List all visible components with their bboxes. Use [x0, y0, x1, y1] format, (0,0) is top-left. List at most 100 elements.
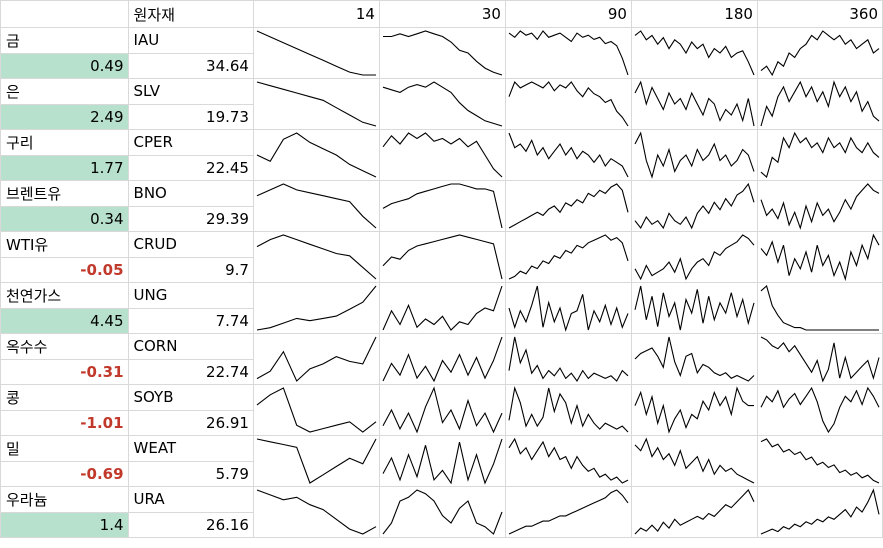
sparkline-90d-cell[interactable] [504, 27, 632, 79]
sparkline-180d-cell[interactable] [630, 333, 758, 385]
sparkline-90d-cell[interactable] [504, 333, 632, 385]
sparkline-14d-cell[interactable] [252, 27, 380, 79]
price-cell[interactable]: 7.74 [127, 307, 254, 334]
commodity-name-cell[interactable]: 콩 [0, 384, 129, 411]
header-period-30[interactable]: 30 [378, 0, 506, 28]
sparkline-30d-cell[interactable] [378, 384, 506, 436]
sparkline-90d-cell[interactable] [504, 486, 632, 538]
commodity-name-cell[interactable]: 밀 [0, 435, 129, 462]
price-cell[interactable]: 26.91 [127, 409, 254, 436]
sparkline-14d-cell[interactable] [252, 435, 380, 487]
sparkline-360d-cell[interactable] [756, 282, 883, 334]
commodity-name-cell[interactable]: 브렌트유 [0, 180, 129, 207]
sparkline-14d-cell[interactable] [252, 486, 380, 538]
change-cell[interactable]: 1.77 [0, 154, 129, 181]
change-cell[interactable]: 1.4 [0, 511, 129, 538]
sparkline-30d-cell[interactable] [378, 231, 506, 283]
header-period-180[interactable]: 180 [630, 0, 758, 28]
sparkline-360d-cell[interactable] [756, 27, 883, 79]
sparkline-30d-cell[interactable] [378, 129, 506, 181]
ticker-cell[interactable]: CPER [127, 129, 254, 156]
sparkline-180d-cell[interactable] [630, 282, 758, 334]
sparkline-path [634, 489, 755, 535]
change-cell[interactable]: 0.34 [0, 205, 129, 232]
sparkline-30d-cell[interactable] [378, 282, 506, 334]
sparkline-14d-cell[interactable] [252, 333, 380, 385]
sparkline-180d-cell[interactable] [630, 384, 758, 436]
ticker-cell[interactable]: UNG [127, 282, 254, 309]
sparkline-90d-cell[interactable] [504, 282, 632, 334]
sparkline-90d-cell[interactable] [504, 231, 632, 283]
sparkline-180d-cell[interactable] [630, 231, 758, 283]
sparkline-30d-cell[interactable] [378, 180, 506, 232]
price-cell[interactable]: 34.64 [127, 52, 254, 79]
price-cell[interactable]: 9.7 [127, 256, 254, 283]
sparkline-180d-cell[interactable] [630, 435, 758, 487]
table-row: 우라늄 URA [0, 486, 883, 538]
ticker-cell[interactable]: WEAT [127, 435, 254, 462]
commodity-name-cell[interactable]: 옥수수 [0, 333, 129, 360]
sparkline-180d-cell[interactable] [630, 27, 758, 79]
ticker-cell[interactable]: IAU [127, 27, 254, 54]
ticker-cell[interactable]: SLV [127, 78, 254, 105]
sparkline-90d-cell[interactable] [504, 78, 632, 130]
sparkline-path [508, 80, 629, 127]
change-cell[interactable]: -0.31 [0, 358, 129, 385]
sparkline-30d-cell[interactable] [378, 333, 506, 385]
change-cell[interactable]: 0.49 [0, 52, 129, 79]
ticker-cell[interactable]: SOYB [127, 384, 254, 411]
price-cell[interactable]: 29.39 [127, 205, 254, 232]
sparkline-90d-cell[interactable] [504, 180, 632, 232]
sparkline-360d-cell[interactable] [756, 129, 883, 181]
sparkline-360d-cell[interactable] [756, 180, 883, 232]
sparkline-14d-cell[interactable] [252, 384, 380, 436]
sparkline-180d-cell[interactable] [630, 78, 758, 130]
price-cell[interactable]: 5.79 [127, 460, 254, 487]
sparkline-30d-cell[interactable] [378, 486, 506, 538]
price-cell[interactable]: 22.45 [127, 154, 254, 181]
change-cell[interactable]: -0.69 [0, 460, 129, 487]
sparkline-360d-cell[interactable] [756, 435, 883, 487]
sparkline-14d-cell[interactable] [252, 180, 380, 232]
sparkline-14d-cell[interactable] [252, 129, 380, 181]
commodity-name-cell[interactable]: 구리 [0, 129, 129, 156]
commodity-name-cell[interactable]: 금 [0, 27, 129, 54]
sparkline-180d-cell[interactable] [630, 129, 758, 181]
sparkline-360d-cell[interactable] [756, 384, 883, 436]
change-cell[interactable]: 2.49 [0, 103, 129, 130]
sparkline-360d-cell[interactable] [756, 486, 883, 538]
price-cell[interactable]: 26.16 [127, 511, 254, 538]
sparkline-90d-cell[interactable] [504, 384, 632, 436]
sparkline-360d-cell[interactable] [756, 231, 883, 283]
commodity-name-cell[interactable]: 은 [0, 78, 129, 105]
header-period-360[interactable]: 360 [756, 0, 883, 28]
commodity-name-cell[interactable]: 천연가스 [0, 282, 129, 309]
ticker-cell[interactable]: CORN [127, 333, 254, 360]
sparkline-30d-cell[interactable] [378, 78, 506, 130]
sparkline-180d-cell[interactable] [630, 486, 758, 538]
change-cell[interactable]: 4.45 [0, 307, 129, 334]
sparkline-30d-cell[interactable] [378, 435, 506, 487]
sparkline-90d-cell[interactable] [504, 129, 632, 181]
change-cell[interactable]: -0.05 [0, 256, 129, 283]
header-title[interactable]: 원자재 [127, 0, 254, 28]
sparkline-14d-cell[interactable] [252, 282, 380, 334]
header-blank-cell[interactable] [0, 0, 129, 28]
sparkline-14d-cell[interactable] [252, 231, 380, 283]
ticker-cell[interactable]: BNO [127, 180, 254, 207]
sparkline-360d-cell[interactable] [756, 333, 883, 385]
ticker-cell[interactable]: URA [127, 486, 254, 513]
sparkline-30d-cell[interactable] [378, 27, 506, 79]
price-cell[interactable]: 22.74 [127, 358, 254, 385]
sparkline-360d-cell[interactable] [756, 78, 883, 130]
commodity-name-cell[interactable]: 우라늄 [0, 486, 129, 513]
header-period-90[interactable]: 90 [504, 0, 632, 28]
sparkline-14d-cell[interactable] [252, 78, 380, 130]
price-cell[interactable]: 19.73 [127, 103, 254, 130]
header-period-14[interactable]: 14 [252, 0, 380, 28]
ticker-cell[interactable]: CRUD [127, 231, 254, 258]
commodity-name-cell[interactable]: WTI유 [0, 231, 129, 258]
change-cell[interactable]: -1.01 [0, 409, 129, 436]
sparkline-180d-cell[interactable] [630, 180, 758, 232]
sparkline-90d-cell[interactable] [504, 435, 632, 487]
